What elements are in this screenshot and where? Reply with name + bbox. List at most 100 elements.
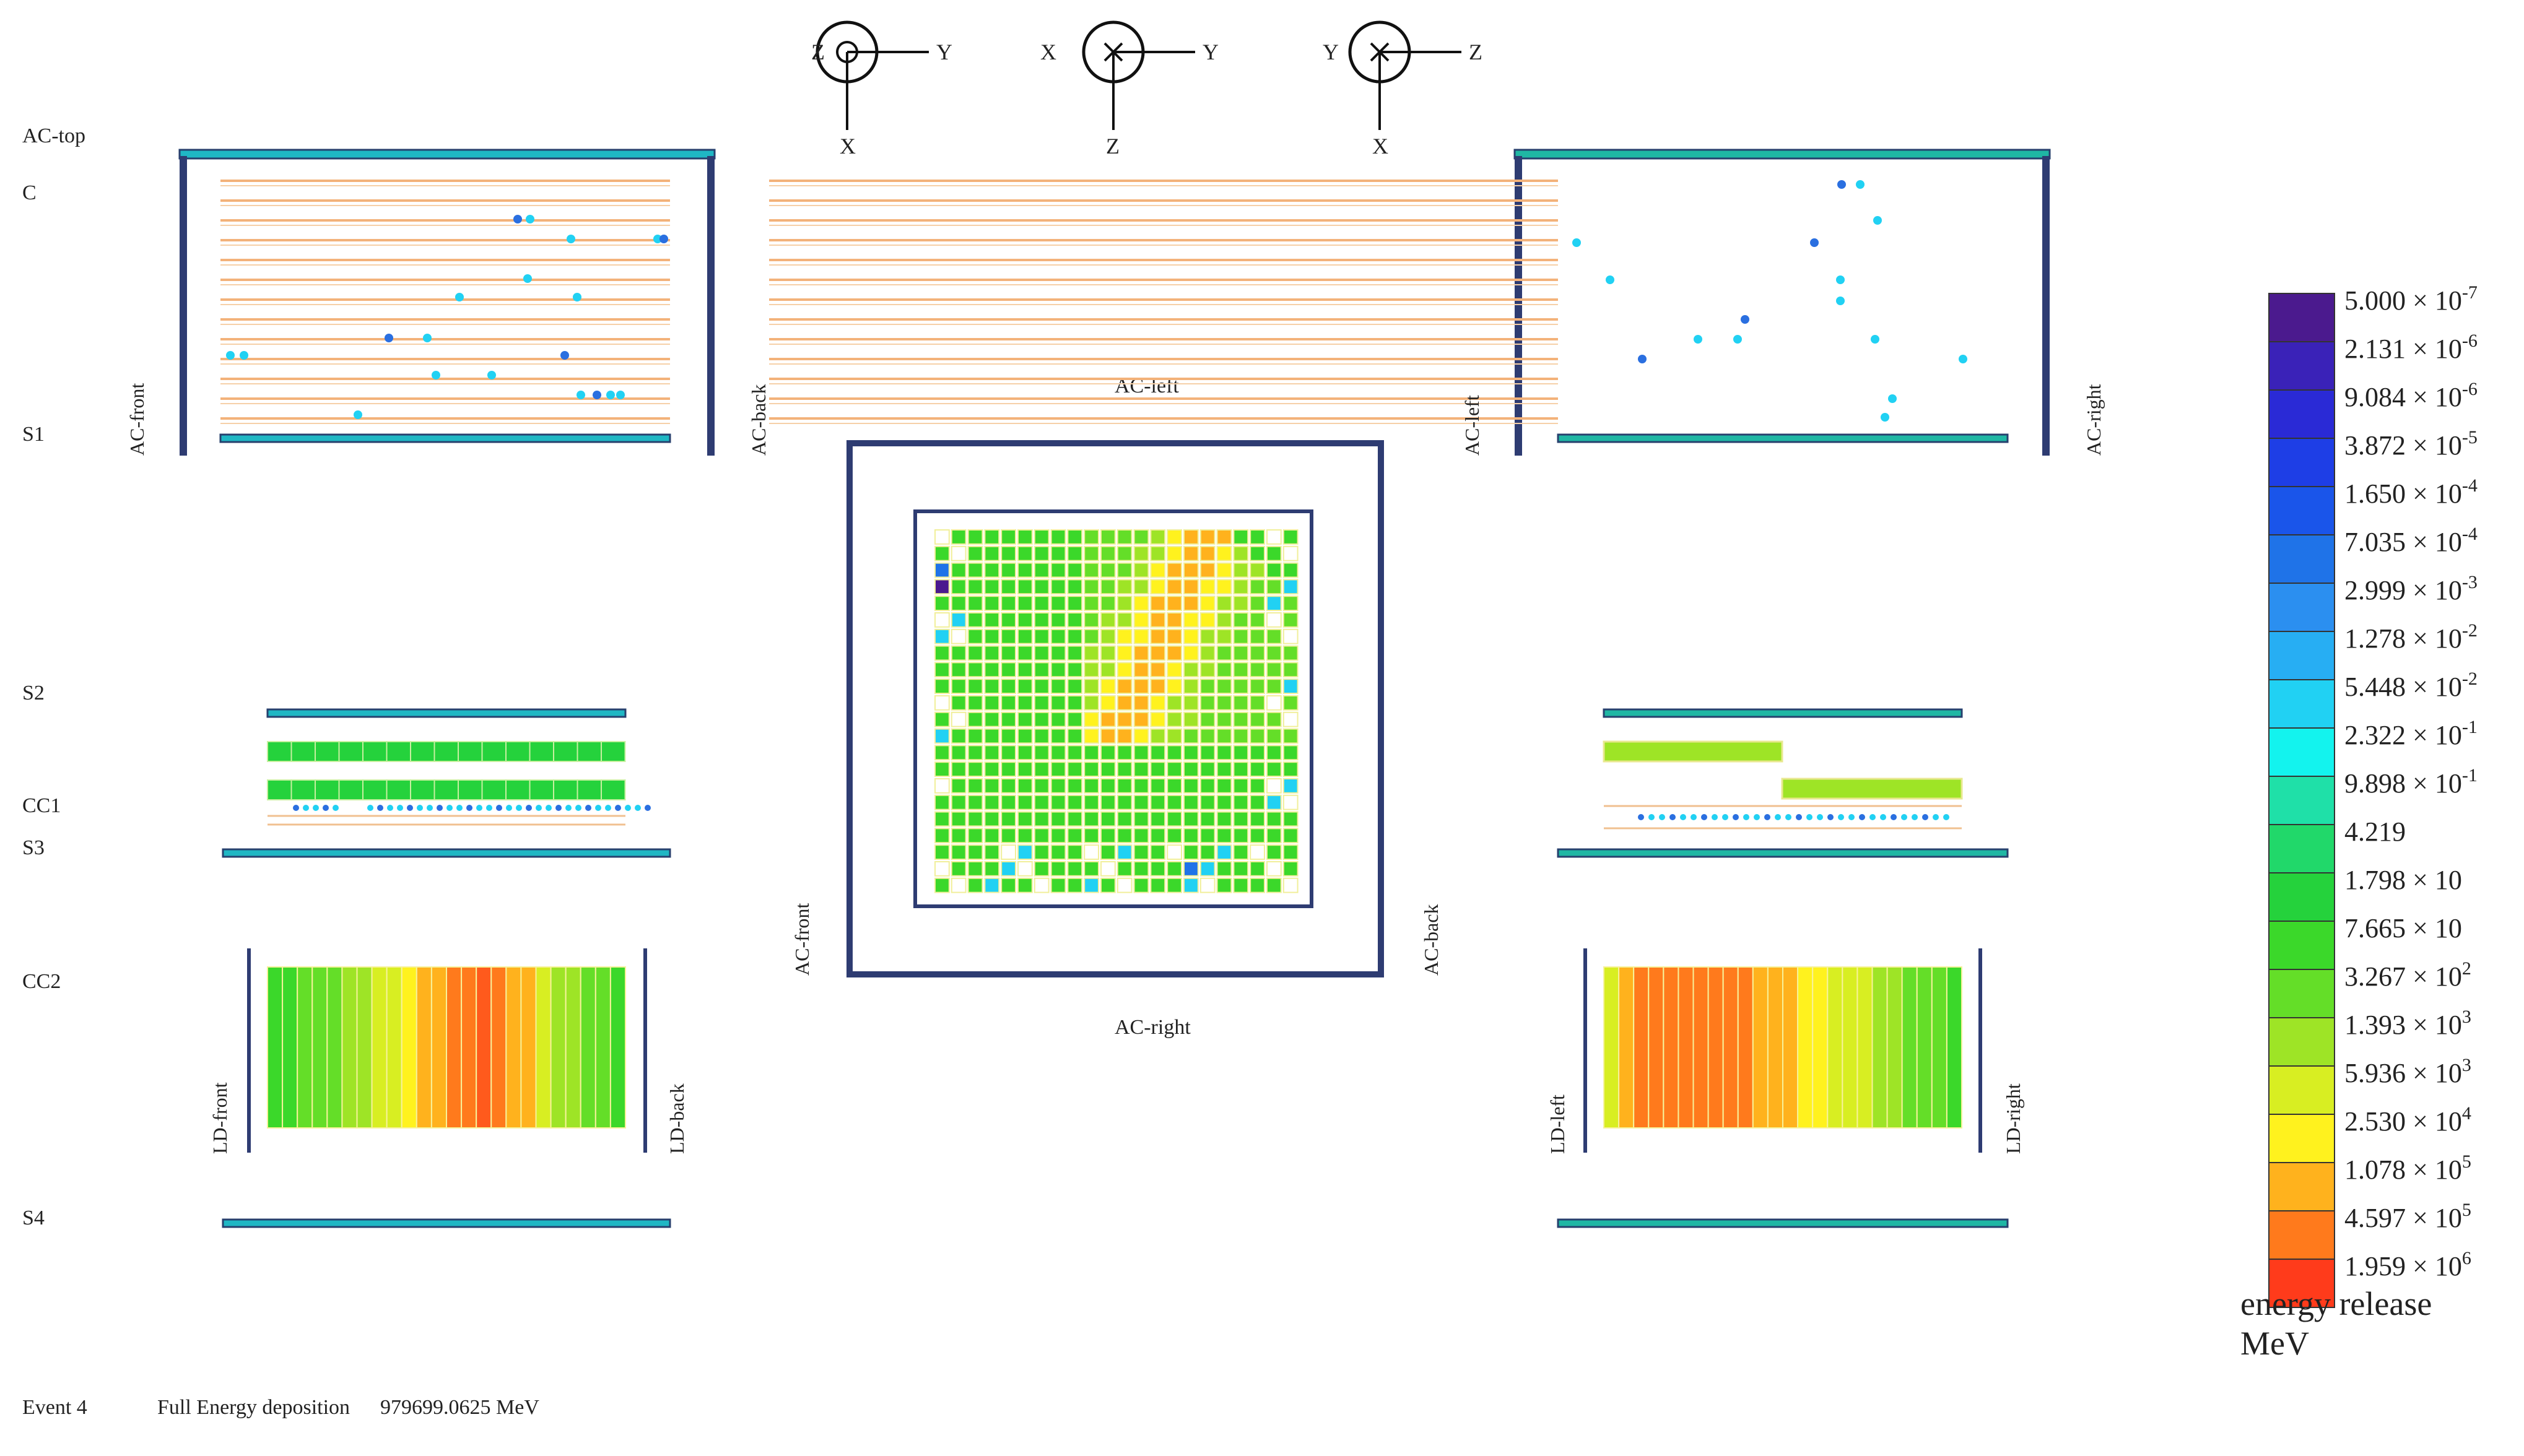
calorimeter-cell bbox=[1084, 861, 1099, 877]
calorimeter-cell bbox=[1084, 662, 1099, 678]
calorimeter-cell bbox=[1050, 761, 1066, 777]
hit-marker bbox=[1869, 814, 1876, 820]
calorimeter-cell bbox=[1100, 844, 1116, 860]
calorimeter-cell bbox=[951, 628, 967, 644]
calorimeter-cell bbox=[1282, 529, 1299, 545]
hit-marker bbox=[585, 805, 591, 811]
calorimeter-cell bbox=[984, 711, 1000, 727]
label-ac-back-center: AC-back bbox=[1420, 904, 1442, 976]
colorbar-swatch bbox=[2268, 631, 2335, 680]
colorbar-swatch bbox=[2268, 1259, 2335, 1308]
layer-label-cc2: CC2 bbox=[22, 970, 61, 993]
calorimeter-cell bbox=[1084, 794, 1099, 810]
calorimeter-cell bbox=[934, 612, 950, 628]
cc2-strip bbox=[476, 966, 492, 1129]
s2-panel bbox=[266, 708, 627, 718]
calorimeter-cell bbox=[1216, 745, 1232, 761]
calorimeter-cell bbox=[967, 761, 983, 777]
hit-marker bbox=[367, 805, 373, 811]
cc1-cell bbox=[553, 741, 578, 762]
cc1-cell bbox=[410, 779, 435, 800]
hit-marker bbox=[1959, 355, 1967, 363]
calorimeter-cell bbox=[1167, 711, 1182, 727]
calorimeter-cell bbox=[1199, 811, 1216, 827]
calorimeter-cell bbox=[1250, 529, 1265, 545]
calorimeter-cell bbox=[1233, 545, 1249, 561]
calorimeter-cell bbox=[1150, 628, 1166, 644]
calorimeter-cell bbox=[1034, 529, 1050, 545]
calorimeter-cell bbox=[1199, 529, 1216, 545]
hit-marker bbox=[516, 805, 522, 811]
calorimeter-cell bbox=[1084, 711, 1099, 727]
calorimeter-cell bbox=[1116, 596, 1133, 612]
cc1-cell bbox=[386, 741, 411, 762]
calorimeter-cell bbox=[984, 612, 1000, 628]
calorimeter-cell bbox=[1199, 844, 1216, 860]
hit-marker bbox=[536, 805, 542, 811]
calorimeter-cell bbox=[1034, 861, 1050, 877]
calorimeter-cell bbox=[1282, 745, 1299, 761]
calorimeter-cell bbox=[1133, 745, 1149, 761]
hit-marker bbox=[446, 805, 453, 811]
calorimeter-cell bbox=[967, 662, 983, 678]
calorimeter-cell bbox=[1084, 596, 1099, 612]
colorbar-swatch bbox=[2268, 824, 2335, 873]
hit-marker bbox=[240, 351, 248, 360]
calorimeter-cell bbox=[1034, 678, 1050, 694]
calorimeter-cell bbox=[1150, 579, 1166, 595]
colorbar-tick-label: 4.219 bbox=[2344, 817, 2406, 847]
calorimeter-cell bbox=[1084, 761, 1099, 777]
calorimeter-cell bbox=[934, 877, 950, 893]
hit-marker bbox=[653, 235, 662, 243]
cc2-strip bbox=[1752, 966, 1769, 1129]
calorimeter-cell bbox=[1233, 645, 1249, 661]
calorimeter-cell bbox=[1199, 678, 1216, 694]
calorimeter-cell bbox=[1233, 678, 1249, 694]
hit-marker bbox=[313, 805, 319, 811]
calorimeter-cell bbox=[1034, 662, 1050, 678]
cc1-cell bbox=[338, 741, 363, 762]
calorimeter-cell bbox=[1050, 562, 1066, 578]
calorimeter-cell bbox=[1183, 579, 1199, 595]
calorimeter-cell bbox=[934, 811, 950, 827]
calorimeter-cell bbox=[1250, 794, 1265, 810]
calorimeter-cell bbox=[1116, 778, 1133, 794]
cc2-strip bbox=[326, 966, 343, 1129]
calorimeter-cell bbox=[1282, 678, 1299, 694]
calorimeter-cell bbox=[1100, 596, 1116, 612]
calorimeter-cell bbox=[1133, 628, 1149, 644]
hit-marker bbox=[1743, 814, 1749, 820]
calorimeter-cell bbox=[1250, 678, 1265, 694]
hit-marker bbox=[432, 371, 440, 379]
calorimeter-cell bbox=[1199, 645, 1216, 661]
calorimeter-cell bbox=[984, 662, 1000, 678]
calorimeter-cell bbox=[1017, 579, 1033, 595]
colorbar-swatch bbox=[2268, 1210, 2335, 1260]
calorimeter-cell bbox=[1017, 811, 1033, 827]
calorimeter-cell bbox=[1100, 695, 1116, 711]
calorimeter-cell bbox=[1167, 745, 1182, 761]
calorimeter-cell bbox=[1216, 579, 1232, 595]
calorimeter-cell bbox=[1167, 877, 1182, 893]
calorimeter-cell bbox=[984, 579, 1000, 595]
hit-marker bbox=[1572, 238, 1581, 247]
calorimeter-cell bbox=[1199, 545, 1216, 561]
calorimeter-cell bbox=[1116, 761, 1133, 777]
calorimeter-cell bbox=[1183, 728, 1199, 744]
label-ld-right: LD-right bbox=[2002, 1083, 2024, 1154]
calorimeter-cell bbox=[1001, 877, 1016, 893]
axis-label-xy-left: X bbox=[1040, 40, 1056, 64]
hit-marker bbox=[645, 805, 651, 811]
calorimeter-cell bbox=[1250, 562, 1265, 578]
calorimeter-cell bbox=[951, 579, 967, 595]
colorbar-swatch bbox=[2268, 1114, 2335, 1163]
calorimeter-cell bbox=[1233, 861, 1249, 877]
calorimeter-cell bbox=[1183, 745, 1199, 761]
calorimeter-cell bbox=[934, 562, 950, 578]
cc1-cell bbox=[601, 779, 626, 800]
axis-label-zx-left: Z bbox=[811, 40, 825, 64]
calorimeter-cell bbox=[951, 811, 967, 827]
colorbar-swatch bbox=[2268, 1162, 2335, 1211]
calorimeter-cell bbox=[934, 794, 950, 810]
calorimeter-cell bbox=[967, 861, 983, 877]
